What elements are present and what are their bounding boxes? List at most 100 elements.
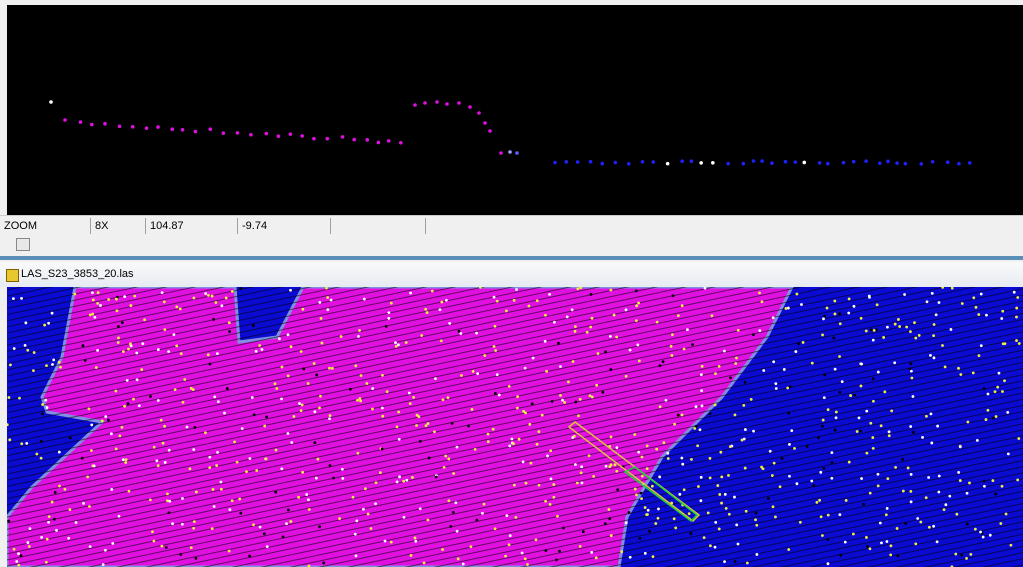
point (790, 429, 794, 433)
point (812, 483, 816, 487)
point (917, 334, 921, 337)
point (319, 394, 322, 398)
point (322, 561, 326, 565)
point (752, 429, 755, 433)
point (228, 330, 231, 333)
point (121, 458, 125, 462)
point (708, 412, 712, 416)
point (723, 560, 726, 564)
point (1000, 317, 1004, 320)
point (59, 365, 62, 369)
point (39, 456, 43, 460)
point (886, 325, 889, 329)
point (1015, 339, 1018, 342)
point (449, 524, 453, 528)
point (743, 428, 747, 431)
point (179, 352, 183, 356)
point (444, 454, 448, 458)
point (634, 319, 638, 323)
point (908, 367, 912, 371)
point (88, 545, 92, 549)
point (957, 366, 960, 370)
point (275, 387, 279, 390)
point (44, 398, 48, 402)
point (262, 532, 266, 536)
point (239, 287, 242, 290)
point (340, 135, 345, 139)
point (859, 316, 863, 320)
point (380, 406, 384, 410)
point (45, 537, 49, 541)
point (494, 349, 498, 352)
scrollbar[interactable] (0, 236, 1023, 252)
point (780, 456, 784, 460)
point (356, 451, 360, 455)
point (957, 471, 961, 474)
point (167, 448, 171, 452)
point (996, 385, 1000, 389)
point (838, 312, 841, 316)
point (666, 457, 670, 460)
point (958, 445, 962, 449)
point (877, 161, 882, 165)
point (220, 487, 223, 491)
point (548, 293, 552, 296)
point (512, 298, 516, 302)
point (993, 390, 997, 394)
point (770, 474, 774, 477)
point (1017, 342, 1021, 345)
point (20, 296, 23, 300)
point (823, 314, 826, 318)
scroll-thumb[interactable] (16, 238, 30, 251)
point (524, 411, 527, 415)
point (601, 390, 605, 394)
point (185, 425, 189, 429)
point (636, 343, 640, 347)
point (724, 507, 728, 510)
point (381, 414, 385, 418)
point (945, 160, 950, 164)
point (194, 490, 198, 494)
point (545, 369, 549, 373)
point (387, 311, 391, 314)
point (252, 413, 256, 417)
point (609, 463, 613, 467)
point (179, 553, 183, 556)
point (495, 299, 499, 303)
point (238, 497, 242, 501)
point (977, 313, 981, 316)
point (455, 529, 459, 533)
point (299, 409, 303, 413)
status-bar: ZOOM 8X 104.87 -9.74 (0, 215, 1023, 237)
point (714, 372, 717, 376)
point (643, 506, 647, 509)
point (208, 362, 212, 366)
point (58, 484, 61, 488)
point (805, 444, 809, 448)
point (604, 350, 607, 354)
point (932, 334, 936, 338)
point (700, 389, 704, 393)
point (869, 328, 873, 332)
point (985, 313, 988, 317)
point (615, 335, 618, 339)
point (929, 353, 932, 357)
point (587, 454, 591, 458)
point (325, 287, 328, 290)
point (17, 552, 20, 556)
point (768, 449, 772, 453)
point (316, 457, 320, 461)
profile-box (567, 421, 701, 522)
point (223, 411, 226, 415)
point (1003, 379, 1006, 383)
point (974, 305, 978, 309)
point (212, 505, 216, 508)
point (192, 448, 196, 451)
point (67, 536, 71, 540)
point (359, 374, 363, 377)
point (444, 298, 448, 302)
point (313, 441, 317, 445)
point (245, 470, 248, 474)
point (743, 466, 747, 470)
point (772, 360, 776, 364)
